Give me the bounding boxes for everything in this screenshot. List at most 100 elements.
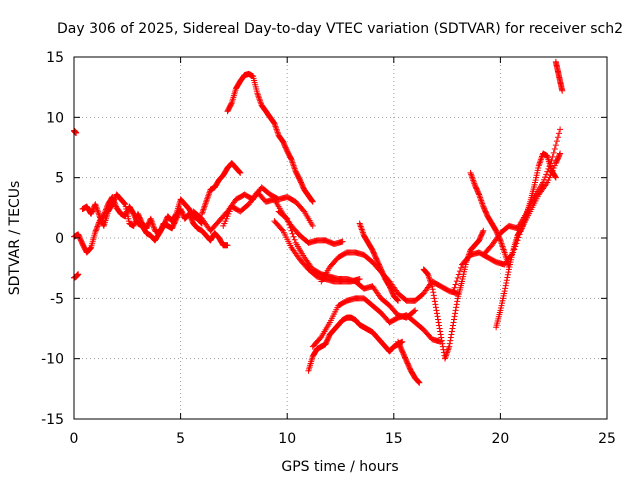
data-point bbox=[199, 209, 206, 216]
data-point bbox=[433, 307, 440, 314]
data-point bbox=[203, 197, 210, 204]
data-point bbox=[541, 176, 548, 183]
data-point bbox=[273, 124, 280, 131]
data-point bbox=[450, 288, 457, 295]
data-point bbox=[536, 159, 543, 166]
data-point bbox=[201, 203, 208, 210]
data-point bbox=[273, 126, 280, 133]
data-point bbox=[554, 134, 561, 141]
data-point bbox=[552, 142, 559, 149]
data-point bbox=[431, 295, 438, 302]
x-tick-label: 25 bbox=[598, 431, 616, 447]
data-point bbox=[442, 354, 449, 361]
y-tick-label: -10 bbox=[41, 352, 64, 368]
data-point bbox=[500, 244, 507, 251]
data-point bbox=[449, 325, 456, 332]
data-point bbox=[427, 278, 434, 285]
y-axis-title: SDTVAR / TECUs bbox=[7, 181, 23, 296]
data-point bbox=[395, 297, 402, 304]
y-tick-label: 5 bbox=[55, 171, 64, 187]
axis-ticks bbox=[73, 56, 608, 420]
data-point bbox=[438, 334, 445, 341]
x-axis-title: GPS time / hours bbox=[281, 459, 398, 475]
data-point bbox=[551, 146, 558, 153]
data-point bbox=[497, 238, 504, 245]
data-point bbox=[121, 200, 128, 207]
series-arc14 bbox=[356, 220, 402, 304]
data-point bbox=[545, 165, 552, 172]
data-point bbox=[94, 223, 101, 230]
data-point bbox=[468, 171, 475, 178]
data-point bbox=[431, 298, 438, 305]
data-point bbox=[556, 151, 563, 158]
y-tick-label: 15 bbox=[46, 50, 64, 66]
data-point bbox=[358, 226, 365, 233]
data-point bbox=[454, 298, 461, 305]
data-point bbox=[479, 228, 486, 235]
data-point bbox=[437, 331, 444, 338]
data-point bbox=[411, 308, 418, 315]
data-point bbox=[444, 348, 451, 355]
data-point bbox=[476, 193, 483, 200]
data-point bbox=[204, 194, 211, 201]
data-point bbox=[456, 268, 463, 275]
data-point bbox=[470, 178, 477, 185]
data-point bbox=[121, 200, 128, 207]
data-point bbox=[435, 319, 442, 326]
data-point bbox=[92, 228, 99, 235]
data-point bbox=[202, 200, 209, 207]
data-point bbox=[468, 172, 475, 179]
data-point bbox=[446, 340, 453, 347]
data-point bbox=[204, 195, 211, 202]
data-point bbox=[75, 271, 82, 278]
data-point bbox=[504, 271, 511, 278]
data-point bbox=[257, 97, 264, 104]
data-point bbox=[426, 275, 433, 282]
data-point bbox=[432, 301, 439, 308]
data-point bbox=[416, 379, 423, 386]
data-point bbox=[501, 247, 508, 254]
data-point bbox=[457, 264, 464, 271]
data-point bbox=[505, 269, 512, 276]
data-point bbox=[480, 227, 487, 234]
data-point bbox=[415, 378, 422, 385]
data-point bbox=[358, 225, 365, 232]
data-point bbox=[172, 211, 179, 218]
y-tick-label: 10 bbox=[46, 110, 64, 126]
x-tick-label: 5 bbox=[176, 431, 185, 447]
data-point bbox=[288, 227, 295, 234]
data-point bbox=[552, 174, 559, 181]
data-point bbox=[543, 171, 550, 178]
data-point bbox=[469, 174, 476, 181]
y-tick-label: -15 bbox=[41, 412, 64, 428]
data-point bbox=[309, 198, 316, 205]
data-point bbox=[435, 316, 442, 323]
data-point bbox=[200, 206, 207, 213]
data-point bbox=[203, 198, 210, 205]
data-point bbox=[291, 165, 298, 172]
data-point bbox=[477, 194, 484, 201]
data-point bbox=[291, 236, 298, 243]
data-point bbox=[501, 288, 508, 295]
series-arc5 bbox=[198, 160, 244, 217]
data-point bbox=[559, 87, 566, 94]
data-point bbox=[547, 160, 554, 167]
data-point bbox=[542, 174, 549, 181]
data-point bbox=[471, 180, 478, 187]
data-point bbox=[556, 130, 563, 137]
x-tick-labels: 0 5 10 15 20 25 bbox=[70, 431, 616, 447]
data-point bbox=[438, 337, 445, 344]
data-point bbox=[255, 94, 262, 101]
data-point bbox=[430, 292, 437, 299]
data-point bbox=[290, 233, 297, 240]
data-point bbox=[228, 100, 235, 107]
data-point bbox=[236, 168, 243, 175]
data-point bbox=[498, 240, 505, 247]
data-point bbox=[499, 243, 506, 250]
data-point bbox=[224, 242, 231, 249]
chart-title: Day 306 of 2025, Sidereal Day-to-day VTE… bbox=[57, 21, 623, 37]
data-point bbox=[439, 343, 446, 350]
data-point bbox=[255, 93, 262, 100]
data-point bbox=[205, 192, 212, 199]
series-arc19 bbox=[493, 150, 559, 331]
